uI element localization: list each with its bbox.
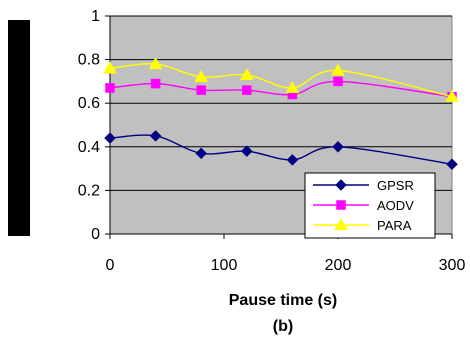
- x-tick-label: 300: [439, 257, 466, 274]
- figure-caption: (b): [272, 318, 294, 335]
- legend-item-gpsr: GPSR: [313, 178, 414, 193]
- data-point-para: [331, 63, 345, 76]
- legend-label: AODV: [377, 198, 414, 213]
- legend-item-aodv: AODV: [313, 198, 414, 213]
- data-point-para: [445, 89, 459, 102]
- data-point-gpsr: [332, 140, 344, 153]
- x-tick-label: 100: [211, 257, 238, 274]
- y-tick-label: 0: [91, 226, 100, 243]
- data-point-para: [285, 80, 300, 94]
- legend-item-para: PARA: [313, 217, 412, 233]
- legend-label: PARA: [377, 218, 412, 233]
- series-para: [103, 56, 459, 102]
- data-point-para: [148, 56, 163, 70]
- legend-label: GPSR: [377, 178, 414, 193]
- legend-marker: [336, 200, 346, 210]
- gridlines: [110, 15, 452, 191]
- data-point-gpsr: [286, 154, 299, 166]
- data-point-aodv: [242, 85, 252, 95]
- data-point-aodv: [105, 83, 115, 93]
- x-tick-label: 200: [325, 257, 352, 274]
- y-tick-label: 0.8: [78, 52, 100, 69]
- data-point-gpsr: [149, 130, 162, 142]
- y-tick-label: 0.2: [78, 182, 100, 199]
- y-axis-label-redacted-bar: [8, 20, 30, 236]
- series-gpsr: [104, 130, 458, 171]
- x-axis-title: Pause time (s): [228, 292, 338, 309]
- y-tick-label: 0.6: [78, 95, 100, 112]
- data-point-gpsr: [240, 145, 253, 158]
- y-tick-label: 0.4: [78, 139, 100, 156]
- data-point-para: [194, 70, 209, 83]
- data-point-aodv: [333, 76, 343, 87]
- x-tick-label: 0: [106, 257, 115, 274]
- data-point-para: [103, 61, 117, 74]
- data-point-aodv: [196, 85, 206, 95]
- legend-marker: [334, 217, 348, 231]
- legend-marker: [335, 179, 347, 191]
- data-point-gpsr: [104, 132, 116, 144]
- data-point-aodv: [150, 78, 161, 89]
- data-point-para: [239, 67, 254, 80]
- data-point-gpsr: [195, 147, 208, 160]
- series-lines: [103, 56, 459, 171]
- data-point-gpsr: [446, 158, 458, 171]
- y-tick-label: 1: [91, 8, 100, 25]
- legend: GPSR AODV PARA: [304, 172, 436, 239]
